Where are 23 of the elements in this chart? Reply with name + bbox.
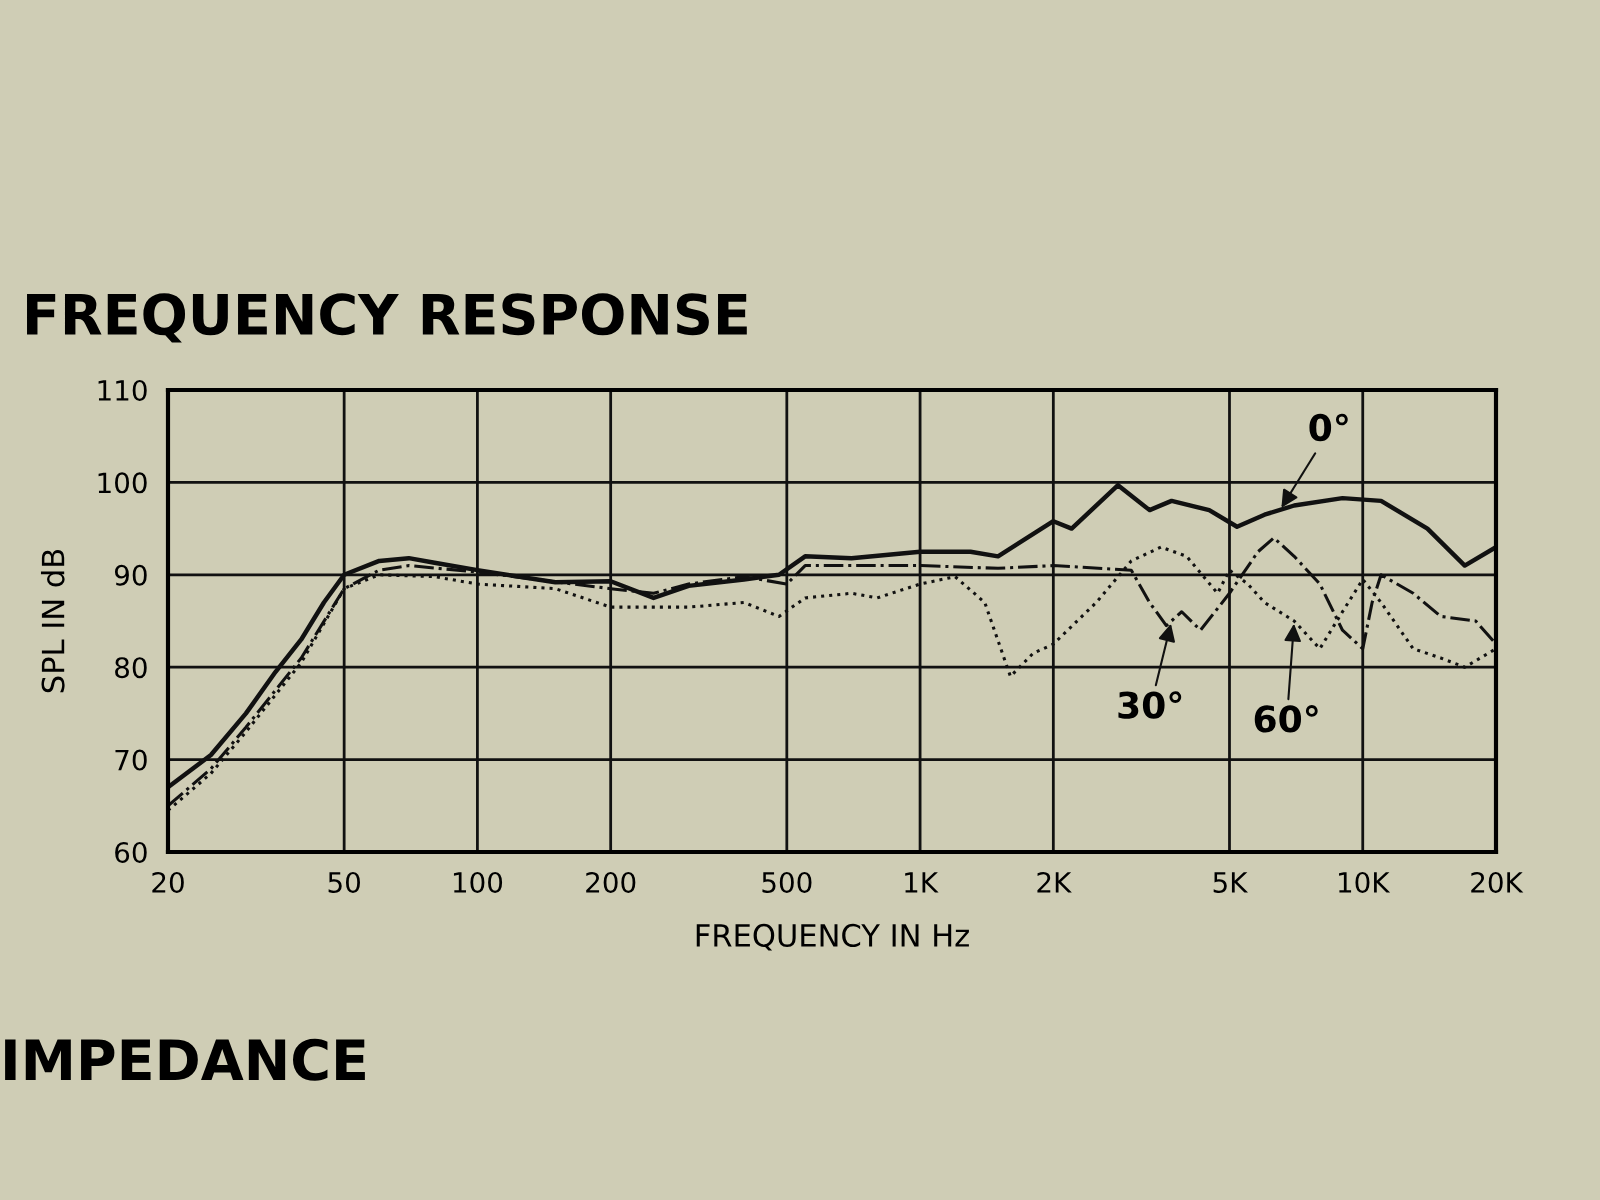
x-tick-label: 100 — [453, 871, 503, 893]
x-tick-label: 200 — [586, 871, 636, 893]
y-axis-title: SPL IN dB — [40, 549, 65, 693]
x-tick-label: 2K — [1037, 871, 1072, 893]
x-tick-label: 1K — [905, 872, 939, 893]
y-tick-label: 80 — [115, 657, 147, 679]
x-axis-title: FREQUENCY IN Hz — [696, 923, 969, 951]
annotation: 60° — [1254, 705, 1318, 733]
x-tick-label: 50 — [328, 871, 360, 893]
y-tick-label: 60 — [115, 841, 147, 863]
annotation: 30° — [1118, 691, 1182, 719]
chart-title: FREQUENCY RESPONSE — [27, 293, 747, 343]
y-tick-label: 110 — [98, 379, 147, 401]
x-tick-label: 500 — [762, 871, 812, 893]
x-tick-label: 20K — [1471, 871, 1524, 893]
x-tick-label: 10K — [1339, 871, 1391, 893]
x-tick-label: 20 — [152, 871, 184, 893]
annotation: 0° — [1309, 413, 1348, 442]
text: IMPEDANCE — [5, 1038, 365, 1081]
y-tick-label: 100 — [98, 472, 147, 494]
x-tick-label: 5K — [1213, 872, 1249, 893]
y-tick-label: 90 — [114, 564, 147, 586]
y-tick-label: 70 — [115, 749, 147, 771]
